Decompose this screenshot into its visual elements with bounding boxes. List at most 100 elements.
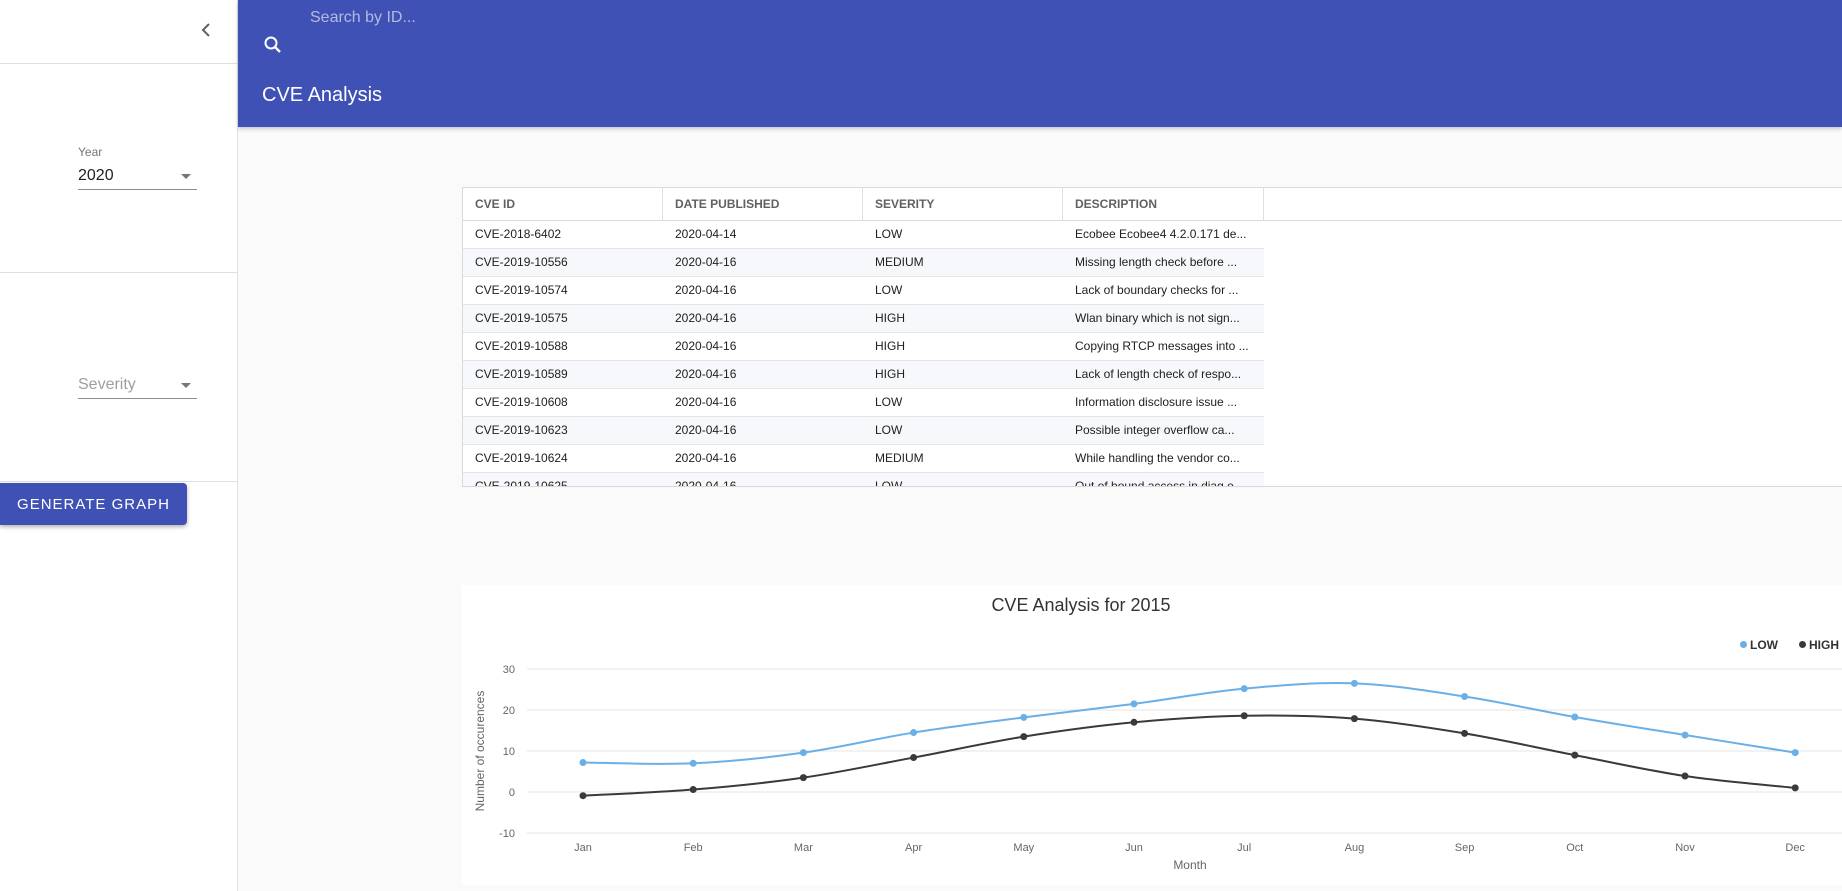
description-cell: Out of bound access in diag e... <box>1075 479 1244 487</box>
description-cell: Information disclosure issue ... <box>1075 395 1238 409</box>
date-published-cell: 2020-04-16 <box>675 423 737 437</box>
data-point-low <box>1791 749 1799 757</box>
sidebar-divider <box>0 272 237 273</box>
data-point-high <box>1791 784 1799 792</box>
description-cell: While handling the vendor co... <box>1075 451 1240 465</box>
data-point-high <box>1681 772 1689 780</box>
column-header-severity[interactable]: SEVERITY <box>863 188 1063 220</box>
description-cell: Lack of length check of respo... <box>1075 367 1242 381</box>
date-published-cell: 2020-04-16 <box>675 283 737 297</box>
dropdown-arrow-icon <box>181 174 191 179</box>
year-select[interactable]: 2020 <box>78 163 197 190</box>
column-header-cve-id[interactable]: CVE ID <box>463 188 663 220</box>
column-header-date-published[interactable]: DATE PUBLISHED <box>663 188 863 220</box>
legend-item-low[interactable]: LOW <box>1740 638 1778 652</box>
severity-select[interactable]: Severity <box>78 372 197 399</box>
table-row[interactable]: CVE-2019-10608 2020-04-16 LOW Information d… <box>463 389 1264 417</box>
x-tick-label: Dec <box>1785 842 1805 854</box>
chart-title: CVE Analysis for 2015 <box>991 595 1171 615</box>
data-point-high <box>579 792 587 800</box>
cve-id-cell: CVE-2019-10625 <box>475 479 568 487</box>
x-tick-label: Nov <box>1675 842 1695 854</box>
data-point-high <box>1571 751 1579 759</box>
description-cell: Ecobee Ecobee4 4.2.0.171 de... <box>1075 227 1247 241</box>
cve-id-cell: CVE-2019-10624 <box>475 451 568 465</box>
table-row[interactable]: CVE-2019-10623 2020-04-16 LOW Possible inte… <box>463 417 1264 445</box>
x-tick-label: Mar <box>794 842 813 854</box>
severity-cell: MEDIUM <box>875 255 924 269</box>
x-tick-label: May <box>1013 842 1034 854</box>
y-tick-label: 30 <box>503 664 515 676</box>
series-line-high <box>582 714 1796 797</box>
column-header-description[interactable]: DESCRIPTION <box>1063 188 1264 220</box>
cve-id-cell: CVE-2019-10623 <box>475 423 568 437</box>
data-point-low <box>1130 700 1138 708</box>
severity-cell: LOW <box>875 423 903 437</box>
cve-id-cell: CVE-2019-10588 <box>475 339 568 353</box>
x-tick-label: Jan <box>574 842 592 854</box>
data-point-high <box>799 774 807 782</box>
x-tick-label: Oct <box>1566 842 1583 854</box>
x-tick-label: Jun <box>1125 842 1143 854</box>
data-point-low <box>1350 679 1358 687</box>
data-point-low <box>689 759 697 767</box>
data-point-high <box>910 754 918 762</box>
table-row[interactable]: CVE-2019-10589 2020-04-16 HIGH Lack of leng… <box>463 361 1264 389</box>
data-point-low <box>579 758 587 766</box>
y-tick-label: 0 <box>509 787 515 799</box>
table-row[interactable]: CVE-2019-10624 2020-04-16 MEDIUM While hand… <box>463 445 1264 473</box>
table-row[interactable]: CVE-2019-10556 2020-04-16 MEDIUM Missing le… <box>463 249 1264 277</box>
year-label: Year <box>78 145 103 159</box>
date-published-cell: 2020-04-16 <box>675 311 737 325</box>
legend-label: LOW <box>1750 638 1778 652</box>
series-line-low <box>582 682 1796 765</box>
legend-marker <box>1799 641 1806 648</box>
x-tick-label: Feb <box>684 842 703 854</box>
x-tick-label: Jul <box>1237 842 1251 854</box>
severity-cell: LOW <box>875 395 903 409</box>
data-point-low <box>1571 713 1579 721</box>
data-point-high <box>1020 733 1028 741</box>
severity-cell: LOW <box>875 283 903 297</box>
description-cell: Wlan binary which is not sign... <box>1075 311 1240 325</box>
cve-id-cell: CVE-2019-10574 <box>475 283 568 297</box>
search-input[interactable] <box>308 4 712 32</box>
table-row[interactable]: CVE-2019-10625 2020-04-16 LOW Out of bound … <box>463 473 1264 487</box>
data-point-low <box>1461 692 1469 700</box>
dropdown-arrow-icon <box>181 383 191 388</box>
cve-chart: CVE Analysis for 2015 LOW HIGH 30 20 10 0 -1… <box>462 585 1842 885</box>
table-row[interactable]: CVE-2018-6402 2020-04-14 LOW Ecobee Ecobee4… <box>463 221 1264 249</box>
severity-cell: LOW <box>875 479 903 487</box>
description-cell: Lack of boundary checks for ... <box>1075 283 1239 297</box>
generate-graph-button[interactable]: GENERATE GRAPH <box>0 483 187 525</box>
table-row[interactable]: CVE-2019-10574 2020-04-16 LOW Lack of bound… <box>463 277 1264 305</box>
date-published-cell: 2020-04-16 <box>675 255 737 269</box>
severity-cell: HIGH <box>875 367 905 381</box>
y-tick-label: -10 <box>499 828 515 840</box>
collapse-sidebar-button[interactable] <box>196 18 216 42</box>
x-tick-label: Apr <box>905 842 922 854</box>
table-row[interactable]: CVE-2019-10575 2020-04-16 HIGH Wlan binary … <box>463 305 1264 333</box>
year-select-value: 2020 <box>78 167 114 184</box>
x-axis-title: Month <box>1173 858 1206 872</box>
data-point-high <box>1240 712 1248 720</box>
legend-item-high[interactable]: HIGH <box>1799 638 1839 652</box>
data-point-low <box>1020 713 1028 721</box>
data-point-high <box>1350 715 1358 723</box>
description-cell: Possible integer overflow ca... <box>1075 423 1235 437</box>
date-published-cell: 2020-04-16 <box>675 367 737 381</box>
description-cell: Missing length check before ... <box>1075 255 1238 269</box>
severity-select-placeholder: Severity <box>78 376 136 393</box>
x-tick-label: Sep <box>1455 842 1475 854</box>
search-button[interactable] <box>262 34 284 56</box>
sidebar-divider <box>0 481 237 482</box>
severity-cell: LOW <box>875 227 903 241</box>
data-point-low <box>799 749 807 757</box>
data-point-low <box>1681 731 1689 739</box>
page-title: CVE Analysis <box>262 84 383 106</box>
y-tick-label: 10 <box>503 746 515 758</box>
line-chart: 30 20 10 0 -10 Jan Feb Mar Apr May Jun Jul Aug Sep Oct… <box>473 664 1842 872</box>
search-icon <box>264 36 281 53</box>
table-row[interactable]: CVE-2019-10588 2020-04-16 HIGH Copying RTCP… <box>463 333 1264 361</box>
data-point-low <box>910 729 918 737</box>
